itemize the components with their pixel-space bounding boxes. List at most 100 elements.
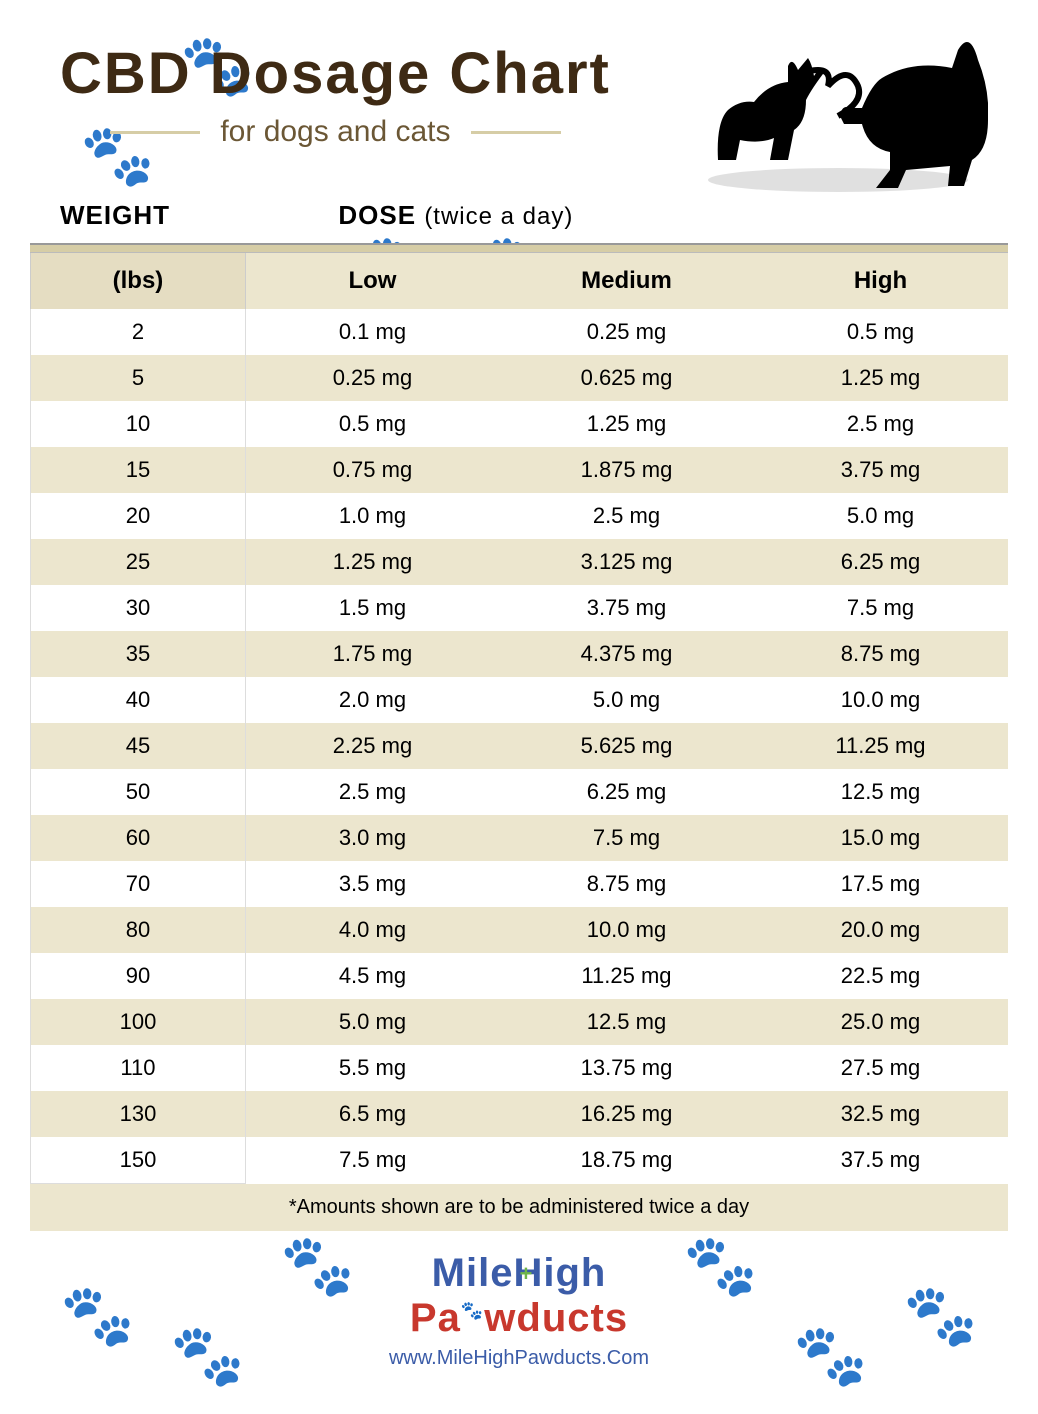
table-row: 703.5 mg8.75 mg17.5 mg (31, 861, 1008, 907)
high-cell: 6.25 mg (753, 539, 1007, 585)
low-cell: 0.1 mg (245, 309, 499, 355)
logo-igh: igh (543, 1251, 606, 1295)
header-medium: Medium (499, 253, 753, 309)
table-row: 251.25 mg3.125 mg6.25 mg (31, 539, 1008, 585)
low-cell: 6.5 mg (245, 1091, 499, 1137)
low-cell: 3.5 mg (245, 861, 499, 907)
low-cell: 2.0 mg (245, 677, 499, 723)
subtitle-line-right (471, 131, 561, 134)
low-cell: 5.0 mg (245, 999, 499, 1045)
weight-cell: 20 (31, 493, 246, 539)
medium-cell: 5.625 mg (499, 723, 753, 769)
low-cell: 2.25 mg (245, 723, 499, 769)
main-title: CBD Dosage Chart (60, 40, 611, 107)
medium-cell: 3.125 mg (499, 539, 753, 585)
weight-cell: 130 (31, 1091, 246, 1137)
medium-cell: 16.25 mg (499, 1091, 753, 1137)
medium-cell: 0.625 mg (499, 355, 753, 401)
medium-cell: 10.0 mg (499, 907, 753, 953)
high-cell: 20.0 mg (753, 907, 1007, 953)
high-cell: 0.5 mg (753, 309, 1007, 355)
high-cell: 22.5 mg (753, 953, 1007, 999)
logo-h-icon: H+ (513, 1251, 543, 1296)
weight-cell: 2 (31, 309, 246, 355)
high-cell: 2.5 mg (753, 401, 1007, 447)
medium-cell: 6.25 mg (499, 769, 753, 815)
table-row: 20.1 mg0.25 mg0.5 mg (31, 309, 1008, 355)
table-row: 603.0 mg7.5 mg15.0 mg (31, 815, 1008, 861)
header: CBD Dosage Chart for dogs and cats (0, 0, 1038, 190)
cat-dog-silhouette-icon (688, 20, 988, 180)
weight-cell: 10 (31, 401, 246, 447)
medium-cell: 1.875 mg (499, 447, 753, 493)
table-header-row: (lbs) Low Medium High (31, 253, 1008, 309)
table-row: 150.75 mg1.875 mg3.75 mg (31, 447, 1008, 493)
logo-p: P (410, 1296, 438, 1340)
low-cell: 0.25 mg (245, 355, 499, 401)
header-high: High (753, 253, 1007, 309)
logo-url: www.MileHighPawducts.Com (0, 1347, 1038, 1370)
subtitle-line-left (110, 131, 200, 134)
dose-label-note: (twice a day) (424, 203, 573, 230)
high-cell: 3.75 mg (753, 447, 1007, 493)
logo-block: MileH+igh Pa🐾wducts www.MileHighPawducts… (0, 1251, 1038, 1370)
subtitle: for dogs and cats (220, 115, 450, 149)
logo-line1: MileH+igh (0, 1251, 1038, 1296)
medium-cell: 5.0 mg (499, 677, 753, 723)
medium-cell: 11.25 mg (499, 953, 753, 999)
medium-cell: 4.375 mg (499, 631, 753, 677)
high-cell: 10.0 mg (753, 677, 1007, 723)
low-cell: 0.5 mg (245, 401, 499, 447)
low-cell: 4.5 mg (245, 953, 499, 999)
medium-cell: 8.75 mg (499, 861, 753, 907)
table-row: 804.0 mg10.0 mg20.0 mg (31, 907, 1008, 953)
low-cell: 3.0 mg (245, 815, 499, 861)
weight-column-label: WEIGHT (60, 200, 338, 231)
weight-cell: 150 (31, 1137, 246, 1184)
table-row: 1105.5 mg13.75 mg27.5 mg (31, 1045, 1008, 1091)
weight-cell: 90 (31, 953, 246, 999)
high-cell: 37.5 mg (753, 1137, 1007, 1184)
medium-cell: 2.5 mg (499, 493, 753, 539)
medium-cell: 0.25 mg (499, 309, 753, 355)
title-block: CBD Dosage Chart for dogs and cats (60, 40, 611, 149)
footnote: *Amounts shown are to be administered tw… (30, 1184, 1008, 1231)
low-cell: 4.0 mg (245, 907, 499, 953)
medium-cell: 3.75 mg (499, 585, 753, 631)
header-low: Low (245, 253, 499, 309)
high-cell: 27.5 mg (753, 1045, 1007, 1091)
low-cell: 2.5 mg (245, 769, 499, 815)
column-headers: WEIGHT DOSE (twice a day) (0, 190, 1038, 243)
table-row: 1005.0 mg12.5 mg25.0 mg (31, 999, 1008, 1045)
header-lbs: (lbs) (31, 253, 246, 309)
logo-wducts: wducts (484, 1296, 628, 1340)
low-cell: 1.25 mg (245, 539, 499, 585)
high-cell: 8.75 mg (753, 631, 1007, 677)
low-cell: 1.75 mg (245, 631, 499, 677)
medium-cell: 1.25 mg (499, 401, 753, 447)
table-row: 50.25 mg0.625 mg1.25 mg (31, 355, 1008, 401)
logo-paw-a-icon: a🐾 (438, 1296, 485, 1341)
accent-bar (30, 243, 1008, 253)
weight-cell: 25 (31, 539, 246, 585)
table-row: 1507.5 mg18.75 mg37.5 mg (31, 1137, 1008, 1184)
weight-cell: 70 (31, 861, 246, 907)
high-cell: 5.0 mg (753, 493, 1007, 539)
high-cell: 7.5 mg (753, 585, 1007, 631)
logo-line2: Pa🐾wducts (0, 1296, 1038, 1341)
low-cell: 7.5 mg (245, 1137, 499, 1184)
table-row: 502.5 mg6.25 mg12.5 mg (31, 769, 1008, 815)
weight-cell: 35 (31, 631, 246, 677)
table-row: 301.5 mg3.75 mg7.5 mg (31, 585, 1008, 631)
weight-cell: 45 (31, 723, 246, 769)
weight-cell: 50 (31, 769, 246, 815)
table-row: 402.0 mg5.0 mg10.0 mg (31, 677, 1008, 723)
low-cell: 5.5 mg (245, 1045, 499, 1091)
weight-cell: 15 (31, 447, 246, 493)
weight-cell: 80 (31, 907, 246, 953)
table-row: 100.5 mg1.25 mg2.5 mg (31, 401, 1008, 447)
high-cell: 25.0 mg (753, 999, 1007, 1045)
weight-cell: 40 (31, 677, 246, 723)
dose-column-label: DOSE (twice a day) (338, 200, 988, 231)
table-row: 452.25 mg5.625 mg11.25 mg (31, 723, 1008, 769)
